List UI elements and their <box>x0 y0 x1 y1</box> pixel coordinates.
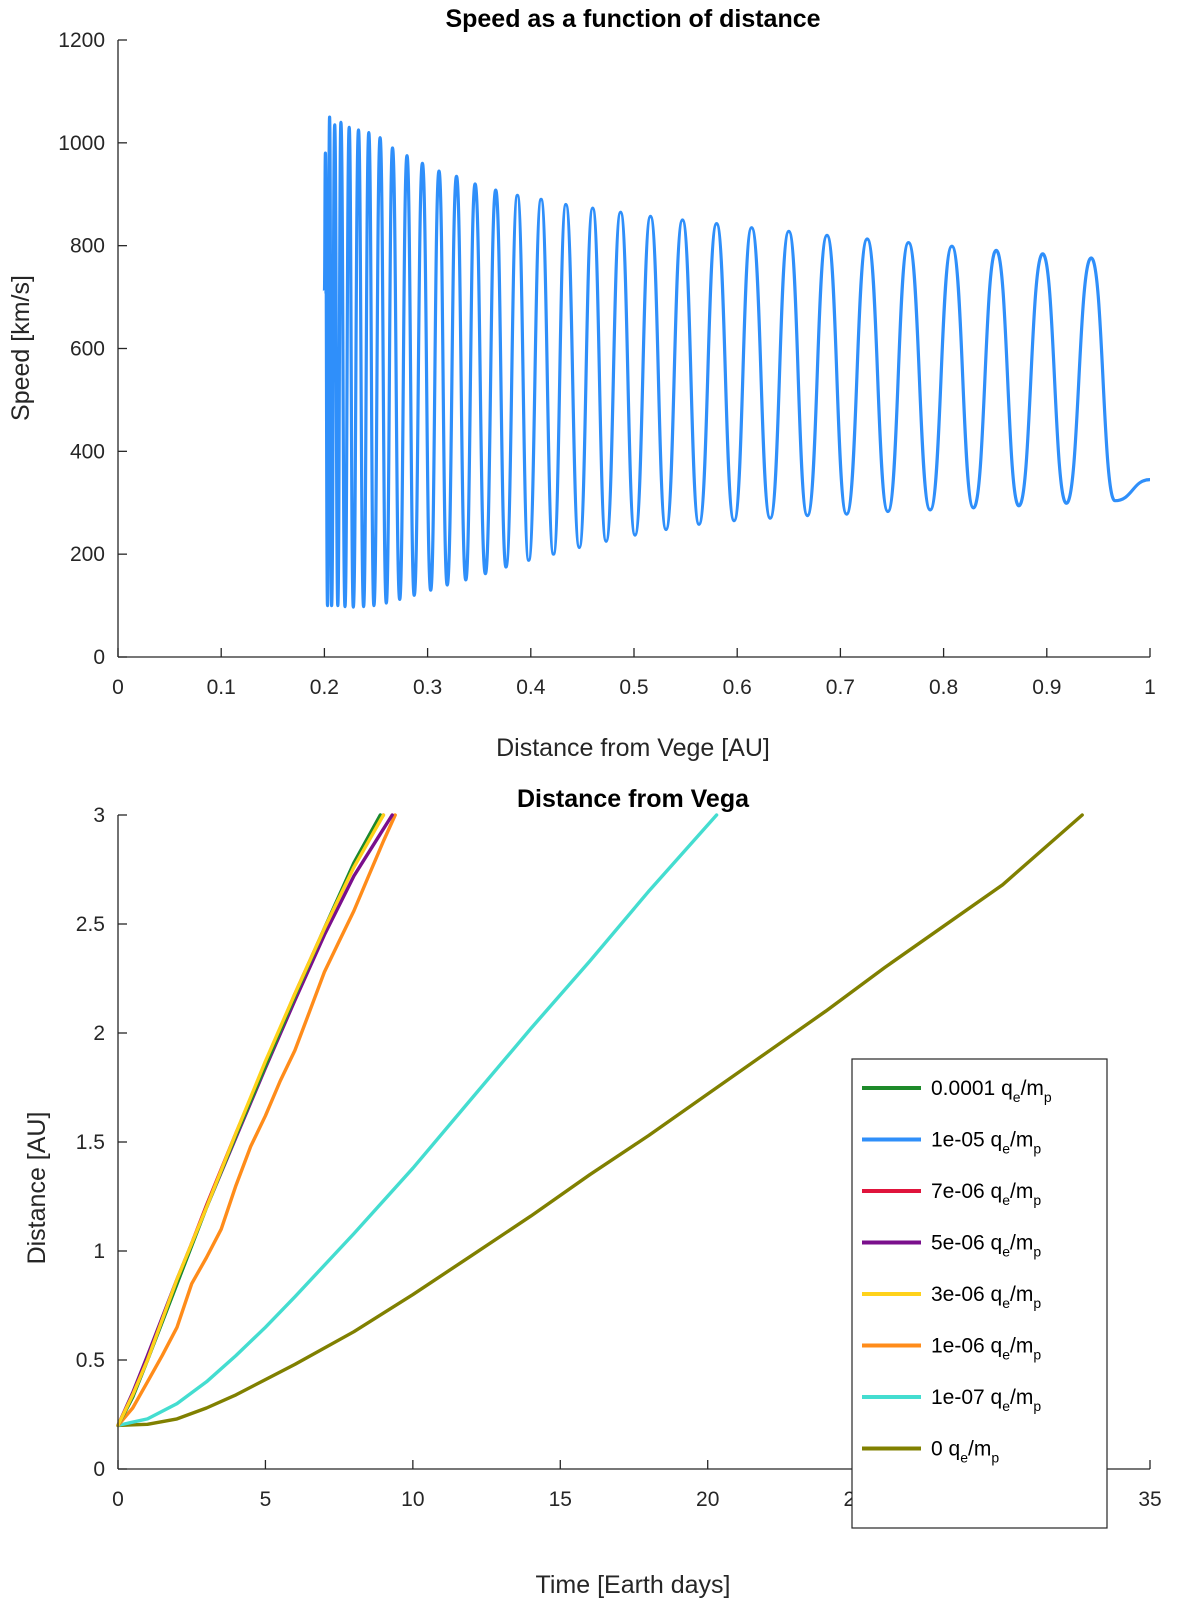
series-line-0 <box>116 813 1084 1428</box>
chart1-y-tick-label: 600 <box>70 338 105 361</box>
chart2-x-tick-label: 20 <box>696 1488 719 1511</box>
chart1-y-tick-label: 0 <box>93 646 105 669</box>
chart2-y-axis-label: Distance [AU] <box>23 1112 51 1265</box>
chart1-x-tick-label: 0.1 <box>207 676 236 699</box>
legend-entry: 7e-06 qe/mp <box>931 1180 1041 1208</box>
chart2-y-tick-label: 0.5 <box>76 1349 105 1372</box>
chart1-y-tick-label: 200 <box>70 543 105 566</box>
legend-entry: 5e-06 qe/mp <box>931 1232 1041 1260</box>
chart1-x-tick-label: 0.5 <box>619 676 648 699</box>
chart1-y-tick-label: 1200 <box>58 29 105 52</box>
chart2-y-tick-label: 1.5 <box>76 1131 105 1154</box>
chart2-x-tick-label: 35 <box>1138 1488 1161 1511</box>
chart1-x-tick-label: 0.2 <box>310 676 339 699</box>
chart2-x-tick-label: 5 <box>260 1488 272 1511</box>
legend-entry: 1e-05 qe/mp <box>931 1129 1041 1157</box>
chart2-y-tick-label: 3 <box>93 804 105 827</box>
chart2-y-tick-label: 0 <box>93 1458 105 1481</box>
chart2-x-tick-label: 0 <box>112 1488 124 1511</box>
chart2-x-axis-label: Time [Earth days] <box>536 1571 731 1599</box>
series-line-1e-07 <box>116 813 719 1428</box>
chart2-plot-area <box>116 813 1084 1428</box>
distance-from-vega-chart: Distance from Vega 0510152025303500.511.… <box>23 785 1162 1599</box>
chart2-title: Distance from Vega <box>517 785 750 813</box>
chart1-axes: 0 0.1 0.2 0.3 0.4 0.5 0.6 0.7 0.8 0.9 1 0 200 400 600 8… <box>58 29 1156 699</box>
chart1-x-tick-label: 0 <box>112 676 124 699</box>
chart1-x-axis-label: Distance from Vege [AU] <box>496 734 770 762</box>
chart1-y-tick-label: 800 <box>70 235 105 258</box>
legend-entry: 0 qe/mp <box>931 1438 999 1466</box>
legend-entry: 0.0001 qe/mp <box>931 1077 1052 1105</box>
legend-entry: 1e-07 qe/mp <box>931 1386 1041 1414</box>
chart1-title: Speed as a function of distance <box>445 5 820 33</box>
series-line-1e-06 <box>116 813 397 1428</box>
legend-entry: 1e-06 qe/mp <box>931 1335 1041 1363</box>
chart1-y-tick-label: 400 <box>70 440 105 463</box>
chart1-y-axis-label: Speed [km/s] <box>7 275 35 421</box>
series-line-3e-06 <box>116 813 386 1428</box>
chart1-x-tick-label: 0.7 <box>826 676 855 699</box>
chart2-y-tick-label: 1 <box>93 1240 105 1263</box>
chart1-x-tick-label: 0.6 <box>723 676 752 699</box>
speed-vs-distance-chart: Speed as a function of distance 0 0.1 0.2 0… <box>7 5 1156 762</box>
chart1-plot-area <box>322 115 1151 609</box>
chart1-x-tick-label: 0.8 <box>929 676 958 699</box>
chart1-x-tick-label: 0.4 <box>516 676 546 699</box>
chart1-x-tick-label: 0.3 <box>413 676 442 699</box>
chart1-x-tick-label: 1 <box>1144 676 1156 699</box>
chart2-x-tick-label: 10 <box>401 1488 424 1511</box>
speed-series-line <box>322 115 1151 609</box>
chart2-y-tick-label: 2 <box>93 1022 105 1045</box>
chart2-x-tick-label: 15 <box>549 1488 572 1511</box>
chart2-y-tick-label: 2.5 <box>76 913 105 936</box>
chart1-x-tick-label: 0.9 <box>1032 676 1061 699</box>
legend-entry: 3e-06 qe/mp <box>931 1283 1041 1311</box>
chart1-y-tick-label: 1000 <box>58 132 105 155</box>
chart2-legend: 0.0001 qe/mp 1e-05 qe/mp 7e-06 qe/mp 5e-06 … <box>851 1058 1108 1529</box>
